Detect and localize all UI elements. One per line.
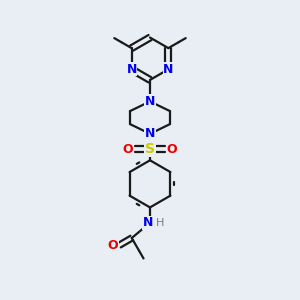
- Text: O: O: [108, 238, 118, 252]
- Text: S: S: [145, 142, 155, 156]
- Text: N: N: [127, 63, 137, 76]
- Text: O: O: [123, 142, 133, 156]
- Text: N: N: [145, 127, 155, 140]
- Text: H: H: [156, 218, 164, 228]
- Text: N: N: [163, 63, 173, 76]
- Text: O: O: [167, 142, 177, 156]
- Text: N: N: [145, 95, 155, 108]
- Text: N: N: [142, 216, 153, 229]
